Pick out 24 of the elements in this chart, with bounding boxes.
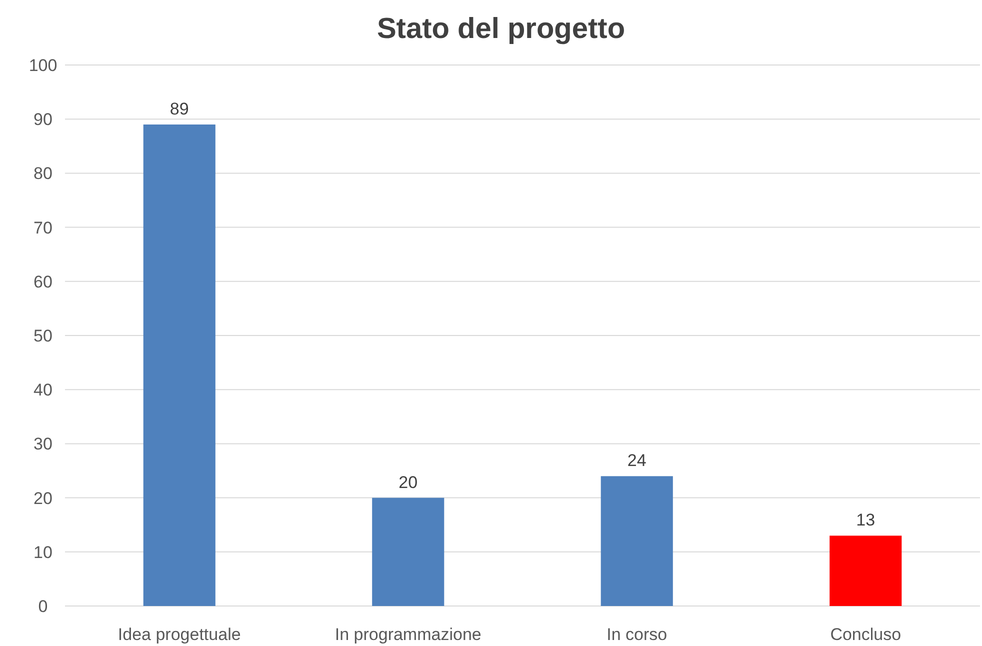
y-tick-label: 20: [34, 488, 52, 508]
bar: [600, 476, 673, 606]
y-tick-label: 10: [34, 542, 52, 562]
y-tick-label: 50: [34, 326, 52, 346]
chart-title: Stato del progetto: [376, 13, 626, 45]
y-tick-label: 0: [38, 596, 48, 616]
x-tick-label: In corso: [606, 625, 668, 644]
bar: [372, 498, 444, 606]
data-label: 13: [856, 510, 876, 530]
x-tick-label: In programmazione: [334, 625, 482, 644]
x-tick-label: Concluso: [830, 625, 902, 644]
bar: [143, 124, 216, 606]
y-tick-label: 30: [34, 434, 52, 454]
data-label: 20: [398, 472, 418, 492]
bar: [830, 536, 902, 606]
y-tick-label: 80: [34, 164, 52, 184]
y-tick-label: 70: [34, 218, 52, 238]
y-tick-label: 60: [34, 272, 52, 292]
data-label: 24: [627, 451, 646, 470]
y-tick-label: 100: [28, 56, 58, 75]
y-tick-label: 40: [34, 380, 52, 400]
data-label: 89: [170, 100, 189, 119]
y-tick-label: 90: [34, 110, 52, 130]
x-tick-label: Idea progettuale: [118, 625, 241, 644]
